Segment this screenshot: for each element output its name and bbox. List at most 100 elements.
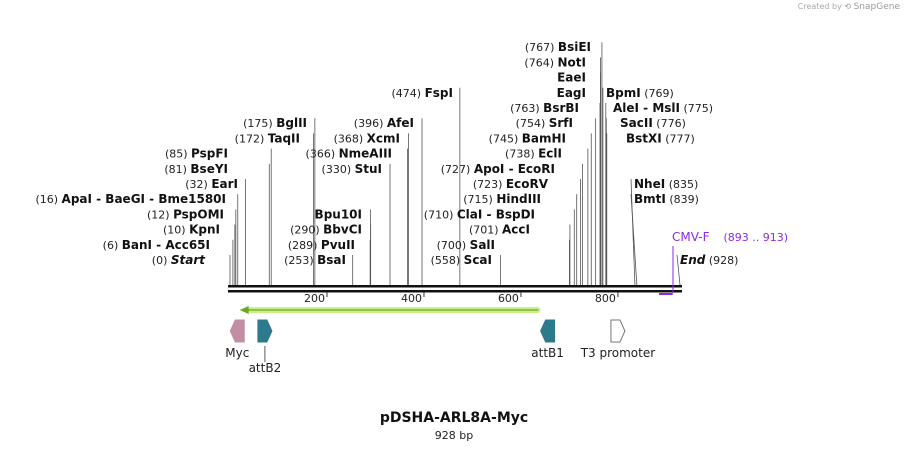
site-position: (6): [103, 239, 122, 252]
restriction-site-label[interactable]: (738) EclI: [505, 147, 562, 161]
site-position: (474): [392, 87, 425, 100]
site-position: (775): [680, 102, 713, 115]
restriction-site-label[interactable]: (700) SalI: [437, 238, 495, 252]
site-enzyme-name: BanI - Acc65I: [122, 238, 210, 252]
restriction-site-label[interactable]: (32) EarI: [185, 177, 238, 191]
site-enzyme-name: PspOMI: [173, 207, 224, 221]
restriction-site-label[interactable]: AleI - MslI (775): [613, 101, 713, 115]
site-position: (701): [469, 224, 502, 237]
site-enzyme-name: SrfI: [549, 116, 573, 130]
restriction-site-label[interactable]: (0) Start: [152, 253, 206, 267]
site-position: (700): [437, 239, 470, 252]
restriction-site-label[interactable]: (253) BsaI: [284, 253, 346, 267]
restriction-site-label[interactable]: EaeI: [557, 71, 586, 85]
restriction-site-label[interactable]: EagI: [557, 86, 586, 100]
site-position: (928): [705, 254, 738, 267]
site-enzyme-name: EaeI: [557, 71, 586, 85]
site-enzyme-name: NmeAIII: [339, 147, 392, 161]
restriction-site-label[interactable]: (172) TaqII: [235, 131, 300, 145]
site-position: (289): [288, 239, 321, 252]
restriction-site-label[interactable]: (715) HindIII: [463, 192, 541, 206]
ruler-tick-label: 600: [498, 292, 519, 305]
site-position: (763): [510, 102, 543, 115]
site-enzyme-name: AfeI: [387, 116, 414, 130]
restriction-site-label[interactable]: (767) BsiEI: [525, 40, 591, 54]
site-position: (558): [431, 254, 464, 267]
site-position: (777): [662, 132, 695, 145]
site-position: (835): [665, 178, 698, 191]
restriction-site-label[interactable]: (727) ApoI - EcoRI: [441, 162, 555, 176]
site-position: (754): [516, 117, 549, 130]
site-connector: [676, 254, 681, 286]
feature-label[interactable]: T3 promoter: [580, 346, 656, 360]
site-position: (839): [666, 193, 699, 206]
restriction-site-label[interactable]: (710) ClaI - BspDI: [424, 207, 535, 221]
site-position: (10): [163, 224, 189, 237]
feature-label[interactable]: attB2: [249, 361, 282, 375]
site-position: (172): [235, 132, 268, 145]
restriction-site-label[interactable]: BpmI (769): [606, 86, 674, 100]
site-enzyme-name: BglII: [276, 116, 307, 130]
restriction-site-label[interactable]: (10) KpnI: [163, 223, 220, 237]
site-enzyme-name: EagI: [557, 86, 586, 100]
site-position: (738): [505, 148, 538, 161]
site-position: (396): [354, 117, 387, 130]
restriction-site-label[interactable]: (763) BsrBI: [510, 101, 579, 115]
site-position: (745): [489, 132, 522, 145]
site-enzyme-name: PvuII: [321, 238, 355, 252]
restriction-site-label[interactable]: (290) BbvCI: [290, 223, 362, 237]
restriction-site-label[interactable]: (366) NmeAIII: [306, 147, 392, 161]
site-position: (710): [424, 208, 457, 221]
site-enzyme-name: StuI: [355, 162, 382, 176]
site-position: (32): [185, 178, 211, 191]
ruler-tick-label: 400: [401, 292, 422, 305]
restriction-site-label[interactable]: (723) EcoRV: [473, 177, 549, 191]
restriction-site-label[interactable]: NheI (835): [634, 177, 698, 191]
restriction-site-label[interactable]: (85) PspFI: [165, 147, 228, 161]
restriction-site-label[interactable]: (175) BglII: [243, 116, 307, 130]
restriction-site-label[interactable]: BstXI (777): [626, 131, 695, 145]
restriction-site-label[interactable]: BmtI (839): [634, 192, 699, 206]
feature-label[interactable]: Myc: [225, 346, 249, 360]
restriction-site-label[interactable]: (558) ScaI: [431, 253, 492, 267]
restriction-site-label[interactable]: Bpu10I: [315, 207, 362, 221]
ruler-tick-label: 200: [304, 292, 325, 305]
feature-label[interactable]: attB1: [531, 346, 564, 360]
snapgene-credit: Created by ⟲ SnapGene: [797, 2, 900, 12]
site-enzyme-name: BsiEI: [558, 40, 591, 54]
site-enzyme-name: ClaI - BspDI: [457, 207, 535, 221]
site-enzyme-name: SalI: [470, 238, 495, 252]
restriction-site-label[interactable]: (368) XcmI: [334, 131, 400, 145]
site-position: (366): [306, 148, 339, 161]
primer-label[interactable]: CMV-F (893 .. 913): [672, 230, 788, 244]
site-enzyme-name: XcmI: [367, 131, 400, 145]
feature-arrow[interactable]: [257, 319, 273, 343]
restriction-site-label[interactable]: (764) NotI: [524, 55, 586, 69]
restriction-site-label[interactable]: (12) PspOMI: [147, 207, 224, 221]
restriction-site-label[interactable]: (16) ApaI - BaeGI - Bme1580I: [35, 192, 226, 206]
primer-arrow: [659, 293, 673, 295]
ruler-tick-label: 800: [595, 292, 616, 305]
restriction-site-label[interactable]: SacII (776): [620, 116, 686, 130]
site-position: (290): [290, 224, 323, 237]
restriction-site-label[interactable]: (396) AfeI: [354, 116, 414, 130]
restriction-site-label[interactable]: (745) BamHI: [489, 131, 566, 145]
site-connector: [630, 178, 636, 286]
restriction-site-label[interactable]: (289) PvuII: [288, 238, 355, 252]
site-enzyme-name: End: [680, 253, 706, 267]
restriction-site-label[interactable]: (474) FspI: [392, 86, 453, 100]
primer-name: CMV-F: [672, 230, 710, 244]
restriction-site-label[interactable]: (81) BseYI: [164, 162, 228, 176]
feature-arrow[interactable]: [540, 319, 556, 343]
restriction-site-label[interactable]: (330) StuI: [322, 162, 382, 176]
restriction-site-label[interactable]: (701) AccI: [469, 223, 530, 237]
site-enzyme-name: PspFI: [191, 147, 228, 161]
restriction-site-label[interactable]: (754) SrfI: [516, 116, 573, 130]
site-enzyme-name: TaqII: [268, 131, 300, 145]
restriction-site-label[interactable]: (6) BanI - Acc65I: [103, 238, 210, 252]
feature-arrow[interactable]: [610, 319, 626, 343]
restriction-site-label[interactable]: End (928): [680, 253, 738, 267]
site-position: (715): [463, 193, 496, 206]
feature-arrow[interactable]: [229, 319, 245, 343]
